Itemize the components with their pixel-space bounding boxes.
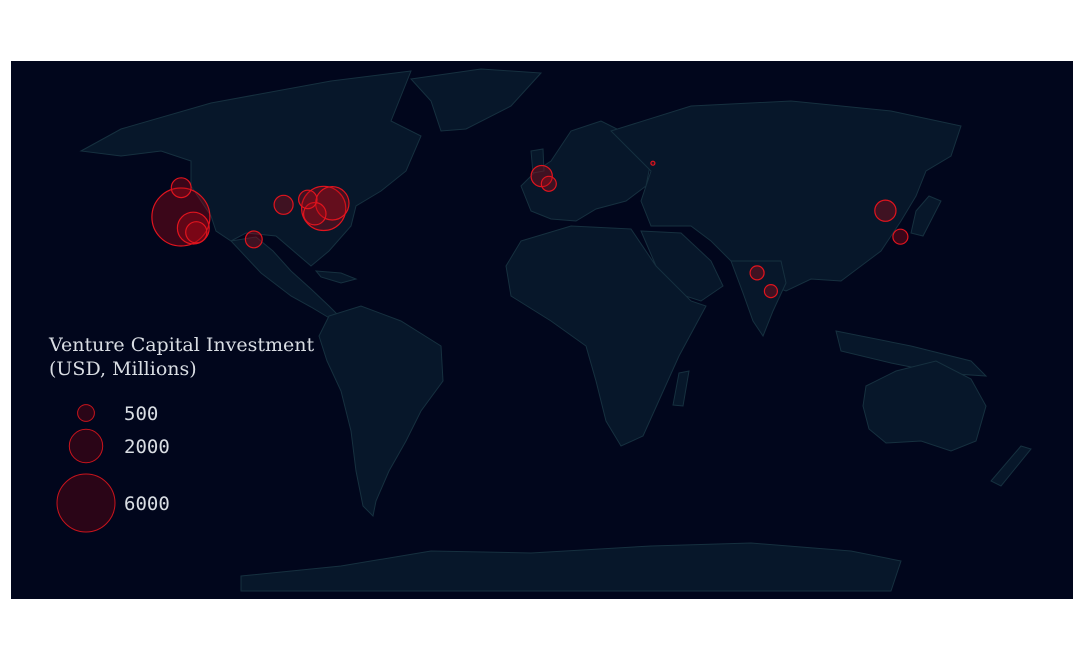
australia [862, 360, 987, 452]
investment-bubble [170, 177, 192, 199]
legend-label-large: 6000 [124, 493, 170, 515]
southeast-asia [835, 330, 988, 377]
legend-title-line-2: (USD, Millions) [49, 358, 197, 380]
great-britain [530, 148, 545, 174]
investment-bubble [244, 230, 263, 249]
legend-label-small: 500 [124, 403, 158, 425]
investment-bubble [176, 211, 210, 245]
caribbean [314, 270, 358, 284]
legend-bubble-large [56, 473, 116, 533]
bubble-layer [151, 160, 909, 299]
investment-bubble [540, 175, 557, 192]
investment-bubble [650, 160, 656, 166]
investment-bubble [185, 221, 208, 244]
map-canvas: Venture Capital Investment (USD, Million… [48, 68, 1032, 592]
world-map: Venture Capital Investment (USD, Million… [11, 61, 1073, 599]
investment-bubble [749, 265, 765, 281]
legend-label-medium: 2000 [124, 436, 170, 458]
africa [505, 225, 707, 447]
legend: Venture Capital Investment (USD, Million… [48, 334, 314, 533]
asia [610, 100, 962, 292]
investment-bubble [892, 228, 909, 245]
investment-bubble [151, 187, 211, 247]
new-zealand [990, 445, 1032, 487]
legend-bubble-medium [68, 428, 104, 464]
investment-bubble [874, 199, 897, 222]
legend-bubble-small [77, 404, 95, 422]
investment-bubble [297, 189, 318, 210]
europe [520, 120, 652, 222]
legend-title-line-1: Venture Capital Investment [48, 334, 314, 356]
investment-bubble [763, 284, 779, 299]
investment-bubble [273, 194, 294, 215]
madagascar [672, 370, 690, 407]
greenland [409, 68, 543, 132]
antarctica [240, 542, 902, 592]
india [730, 260, 787, 338]
south-america [318, 305, 444, 518]
central-america [229, 236, 340, 320]
land-layer [79, 68, 1032, 592]
north-america [79, 70, 422, 267]
japan [910, 195, 942, 237]
